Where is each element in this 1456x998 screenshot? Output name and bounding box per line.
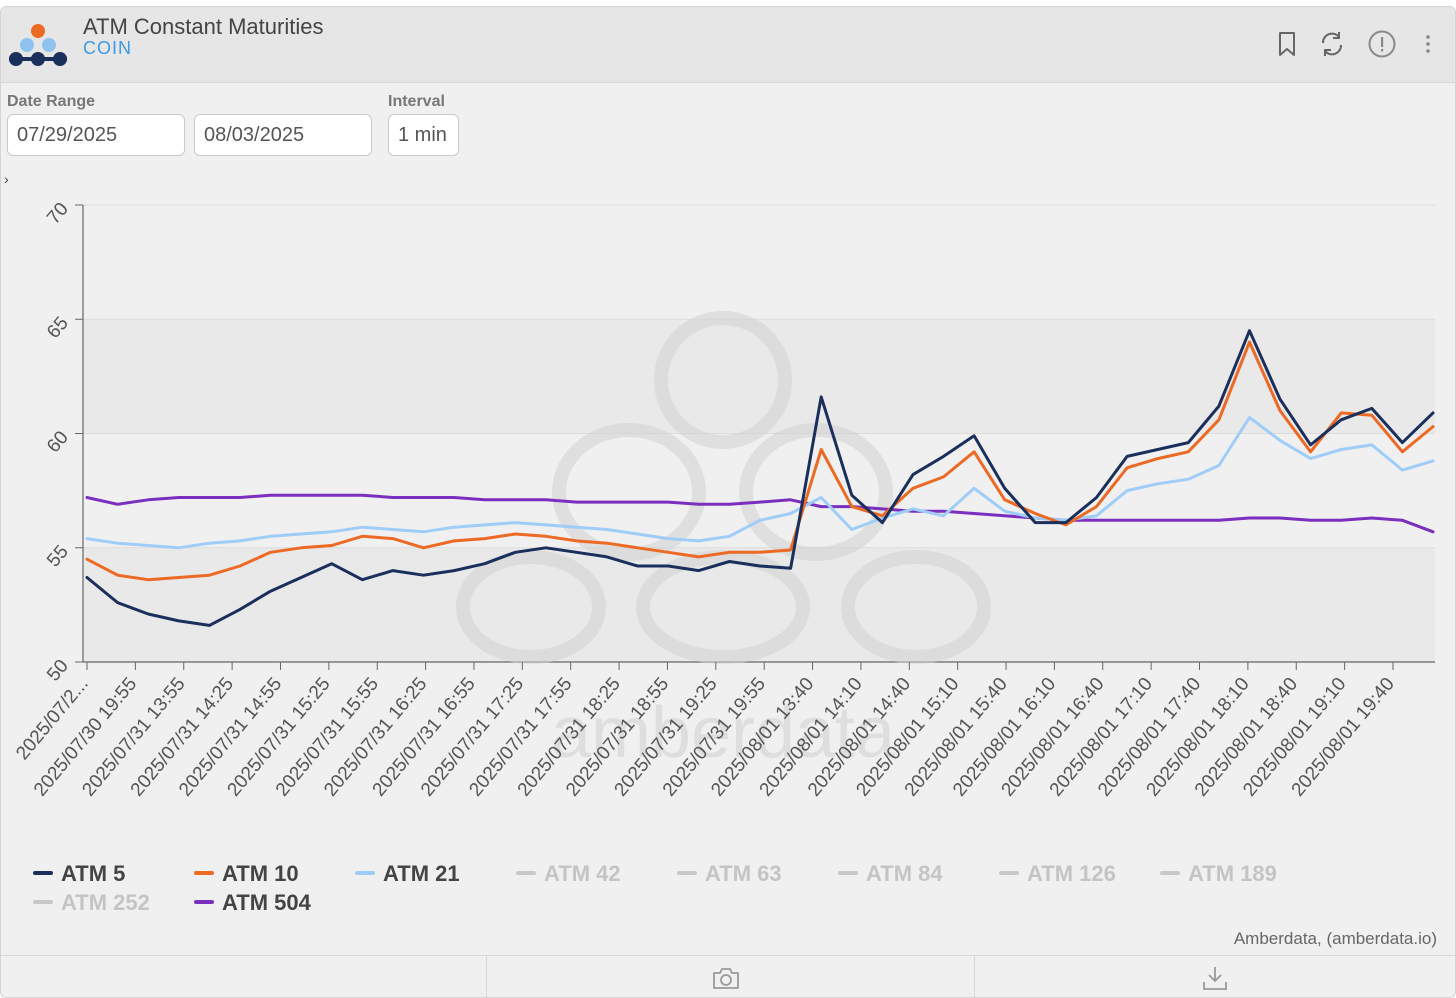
legend-swatch (194, 871, 214, 876)
atm-line-chart: 5055606570amberdata2025/07/2...2025/07/3… (12, 199, 1435, 801)
legend-swatch (999, 871, 1019, 876)
legend-item-atm-189[interactable]: ATM 189 (1160, 861, 1277, 887)
legend-label: ATM 63 (705, 861, 782, 886)
legend-label: ATM 189 (1188, 861, 1277, 886)
legend-item-atm-126[interactable]: ATM 126 (999, 861, 1116, 887)
y-tick-label: 50 (43, 656, 73, 686)
widget-header: ATM Constant Maturities COIN (1, 7, 1455, 83)
amberdata-logo (9, 24, 67, 66)
legend-swatch (33, 900, 53, 905)
legend-swatch (838, 871, 858, 876)
y-tick-label: 70 (43, 199, 73, 229)
legend-item-atm-84[interactable]: ATM 84 (838, 861, 943, 887)
widget-title: ATM Constant Maturities (83, 14, 324, 39)
legend-swatch (355, 871, 375, 876)
legend-item-atm-252[interactable]: ATM 252 (33, 890, 150, 916)
legend-label: ATM 21 (383, 861, 460, 886)
series-line-atm-10[interactable] (85, 340, 1435, 582)
interval-label: Interval (388, 93, 445, 110)
series-line-atm-21[interactable] (85, 416, 1435, 550)
legend-item-atm-42[interactable]: ATM 42 (516, 861, 621, 887)
legend-label: ATM 252 (61, 890, 150, 915)
watermark-logo (456, 311, 991, 664)
legend-label: ATM 504 (222, 890, 311, 915)
legend-swatch (1160, 871, 1180, 876)
download-icon[interactable] (1200, 964, 1230, 992)
watermark-text: amberdata (551, 693, 896, 773)
interval-select[interactable]: 1 min (388, 114, 459, 156)
legend-swatch (33, 871, 53, 876)
y-tick-label: 60 (43, 427, 73, 457)
widget-subtitle: COIN (83, 38, 132, 58)
chart-credit: Amberdata, (amberdata.io) (1233, 929, 1437, 948)
date-range-label: Date Range (7, 93, 96, 110)
bookmark-icon[interactable] (1272, 29, 1302, 59)
legend-label: ATM 5 (61, 861, 126, 886)
chart-widget: ATM Constant Maturities COIN Date Range … (0, 6, 1456, 998)
legend-item-atm-5[interactable]: ATM 5 (33, 861, 125, 887)
legend-swatch (677, 871, 697, 876)
end-date-input[interactable]: 08/03/2025 (194, 114, 372, 156)
legend-swatch (194, 900, 214, 905)
legend-item-atm-21[interactable]: ATM 21 (355, 861, 460, 887)
refresh-icon[interactable] (1317, 29, 1347, 59)
legend-label: ATM 10 (222, 861, 299, 886)
series-line-atm-5[interactable] (85, 329, 1435, 627)
legend-item-atm-63[interactable]: ATM 63 (677, 861, 782, 887)
legend-label: ATM 126 (1027, 861, 1116, 886)
start-date-input[interactable]: 07/29/2025 (7, 114, 185, 156)
legend-item-atm-10[interactable]: ATM 10 (194, 861, 299, 887)
y-tick-label: 55 (43, 541, 73, 571)
legend-label: ATM 84 (866, 861, 943, 886)
widget-footer (1, 955, 1455, 997)
legend-label: ATM 42 (544, 861, 621, 886)
expand-toggle-icon[interactable]: › (4, 171, 9, 187)
info-icon[interactable] (1367, 29, 1397, 59)
series-line-atm-504[interactable] (85, 493, 1435, 534)
legend-item-atm-504[interactable]: ATM 504 (194, 890, 311, 916)
camera-icon[interactable] (711, 964, 741, 992)
legend-swatch (516, 871, 536, 876)
y-tick-label: 65 (43, 313, 73, 343)
more-vertical-icon[interactable] (1418, 29, 1438, 59)
